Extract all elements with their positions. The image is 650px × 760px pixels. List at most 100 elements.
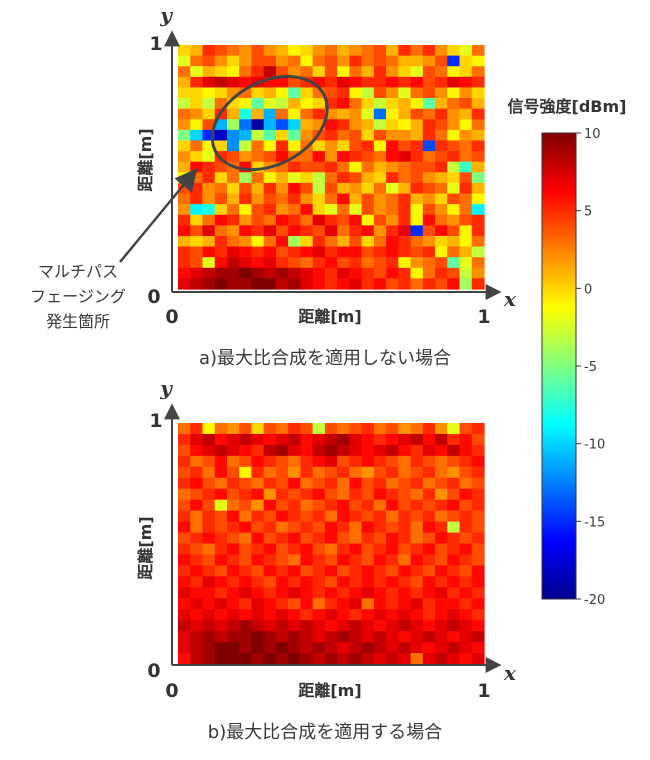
heatmap-cell xyxy=(324,565,338,577)
heatmap-cell xyxy=(251,433,265,446)
heatmap-cell xyxy=(251,204,265,216)
multipath-fading-annotation: マルチパス フェージング 発生箇所 xyxy=(30,75,329,331)
heatmap-cell xyxy=(300,587,314,599)
heatmap-cell xyxy=(373,278,387,290)
heatmap-cell xyxy=(386,182,399,195)
heatmap-cell xyxy=(422,521,436,534)
heatmap-cell xyxy=(398,66,412,78)
heatmap-cell xyxy=(422,642,436,654)
heatmap-cell xyxy=(239,267,253,279)
heatmap-cell xyxy=(178,278,191,290)
heatmap-cell xyxy=(300,45,314,57)
heatmap-cell xyxy=(398,543,412,556)
caption-a: a)最大比合成を適用しない場合 xyxy=(199,348,451,369)
heatmap-cell xyxy=(214,554,228,566)
heatmap-cell xyxy=(459,225,473,237)
heatmap-cell xyxy=(398,235,412,248)
heatmap-cell xyxy=(190,45,204,57)
heatmap-cell xyxy=(288,267,301,279)
colorbar: 信号強度[dBm] 10 5 0 -5 -10 -15 -20 xyxy=(508,97,627,608)
heatmap-cell xyxy=(398,532,412,545)
heatmap-cell xyxy=(190,108,204,120)
heatmap-cell xyxy=(202,499,216,512)
heatmap-cell xyxy=(349,45,363,57)
heatmap-cell xyxy=(178,477,191,490)
x-axis-label-a: 距離[m] xyxy=(298,307,361,326)
heatmap-cell xyxy=(263,267,277,279)
heatmap-cell xyxy=(422,554,436,566)
heatmap-cell xyxy=(324,278,338,290)
x-tick-left-a: 0 xyxy=(165,306,178,328)
heatmap-cell xyxy=(288,278,301,290)
heatmap-cell xyxy=(312,182,326,195)
heatmap-cell xyxy=(288,642,301,654)
heatmap-cell xyxy=(361,129,375,142)
heatmap-cell xyxy=(471,477,485,490)
heatmap-cell xyxy=(471,235,485,248)
heatmap-cell xyxy=(312,521,326,534)
heatmap-cell xyxy=(251,444,265,457)
heatmap-cell xyxy=(300,193,314,205)
heatmap-cell xyxy=(275,521,289,534)
heatmap-cell xyxy=(459,653,473,665)
heatmap-cell xyxy=(178,267,191,279)
y-axis-letter-b: y xyxy=(159,376,173,400)
heatmap-cell xyxy=(226,631,240,643)
heatmap-cell xyxy=(288,488,301,501)
heatmap-cell xyxy=(202,172,216,184)
heatmap-cell xyxy=(190,455,204,468)
heatmap-cell xyxy=(373,267,387,279)
heatmap-cell xyxy=(202,278,216,290)
heatmap-cell xyxy=(349,423,363,435)
heatmap-cell xyxy=(312,653,326,665)
heatmap-cell xyxy=(263,423,277,435)
heatmap-cell xyxy=(288,182,301,195)
heatmap-cell xyxy=(214,532,228,545)
heatmap-cell xyxy=(178,444,191,457)
heatmap-cell xyxy=(361,609,375,621)
heatmap-cell xyxy=(471,543,485,556)
heatmap-cell xyxy=(398,204,412,216)
heatmap-cell xyxy=(471,225,485,237)
heatmap-cell xyxy=(435,576,448,588)
heatmap-cell xyxy=(239,653,253,665)
heatmap-cell xyxy=(275,45,289,57)
heatmap-cell xyxy=(447,182,461,195)
heatmap-cell xyxy=(312,598,326,610)
heatmap-cell xyxy=(386,129,399,142)
heatmap-cell xyxy=(312,172,326,184)
heatmap-cell xyxy=(349,642,363,654)
heatmap-cell xyxy=(226,532,240,545)
heatmap-cell xyxy=(190,119,204,131)
heatmap-cell xyxy=(410,235,424,248)
heatmap-cell xyxy=(324,444,338,457)
heatmap-cell xyxy=(226,444,240,457)
heatmap-cell xyxy=(190,488,204,501)
heatmap-cell xyxy=(447,140,461,152)
heatmap-cell xyxy=(337,151,350,163)
heatmap-cell xyxy=(435,278,448,290)
heatmap-cell xyxy=(312,642,326,654)
heatmap-cell xyxy=(226,598,240,610)
heatmap-cell xyxy=(373,129,387,142)
heatmap-cell xyxy=(422,161,436,173)
heatmap-cell xyxy=(251,193,265,205)
heatmap-cell xyxy=(398,433,412,446)
heatmap-cell xyxy=(239,499,253,512)
heatmap-cell xyxy=(202,246,216,258)
heatmap-cell xyxy=(422,172,436,184)
heatmap-cell xyxy=(226,193,240,205)
heatmap-cell xyxy=(459,278,473,290)
heatmap-cell xyxy=(410,161,424,173)
heatmap-cell xyxy=(337,576,350,588)
heatmap-cell xyxy=(422,499,436,512)
heatmap-cell xyxy=(202,423,216,435)
heatmap-cell xyxy=(435,620,448,632)
heatmap-b-cells xyxy=(178,423,485,665)
heatmap-cell xyxy=(312,151,326,163)
heatmap-cell xyxy=(410,140,424,152)
heatmap-cell xyxy=(263,98,277,110)
heatmap-cell xyxy=(447,214,461,226)
heatmap-cell xyxy=(398,267,412,279)
heatmap-cell xyxy=(459,620,473,632)
